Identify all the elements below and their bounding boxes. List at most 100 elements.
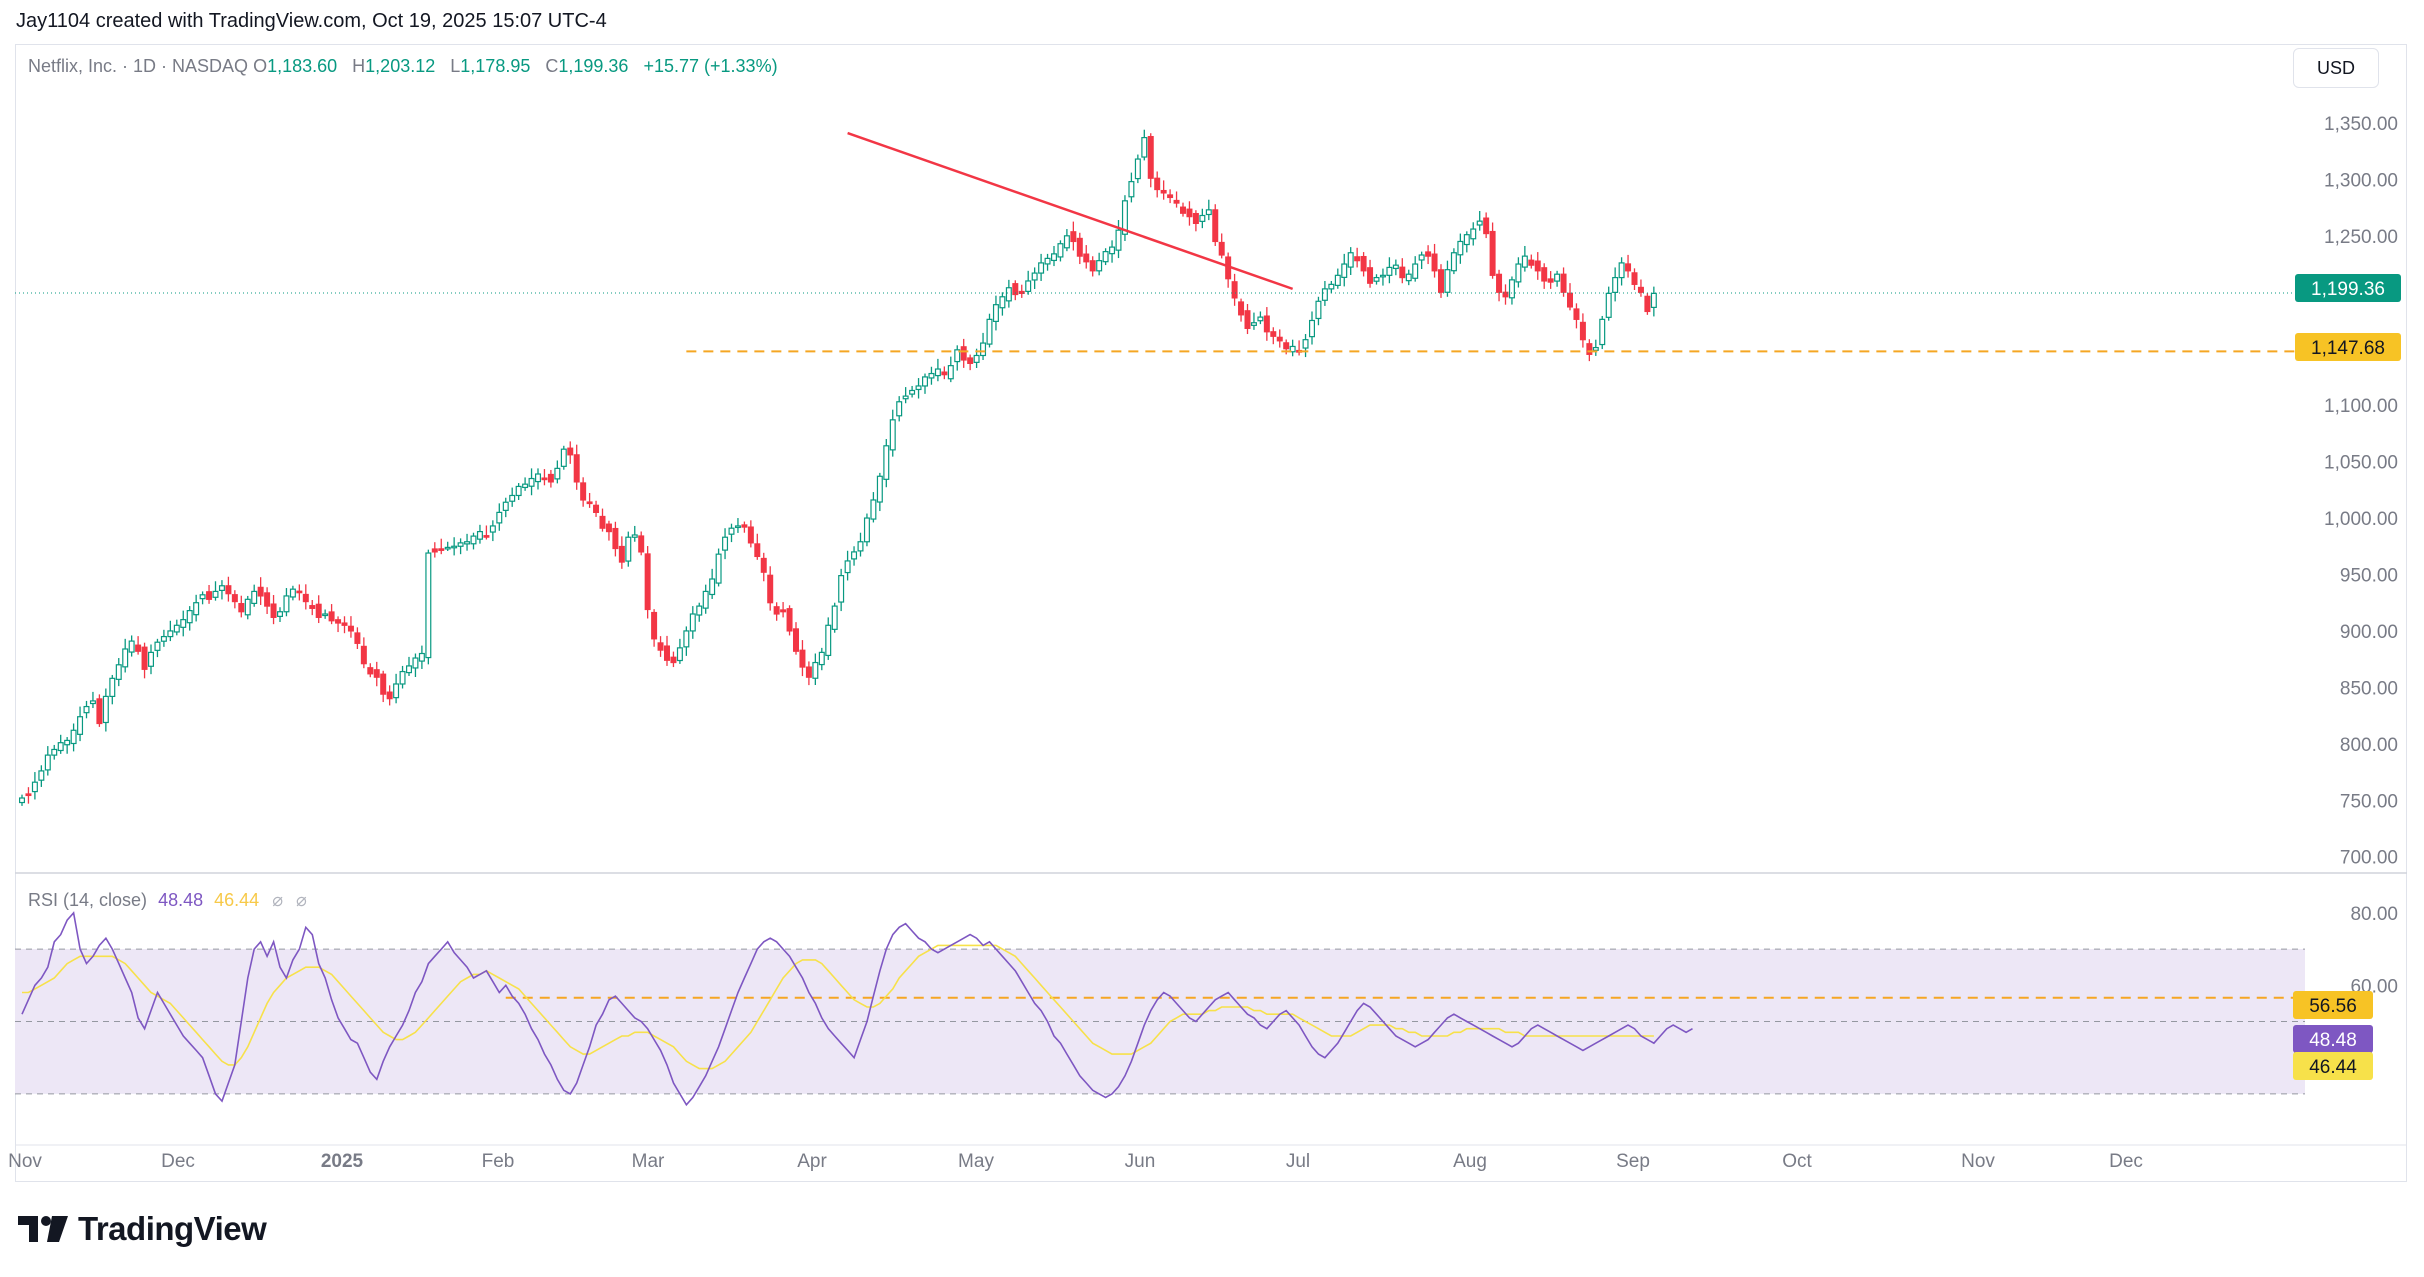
candle-body	[1263, 315, 1270, 333]
candle-body	[792, 628, 799, 652]
time-tick-label-9: Aug	[1453, 1151, 1487, 1172]
candle-body	[1154, 177, 1161, 191]
candle-body	[1528, 259, 1535, 266]
candle-body	[1063, 235, 1070, 249]
price-tick-label-4: 1,050.00	[2324, 453, 2398, 474]
rsi-line	[21, 911, 1693, 1107]
candle-body	[534, 473, 541, 483]
time-tick-label-11: Oct	[1782, 1151, 1812, 1172]
candle-body	[1192, 212, 1199, 225]
candle-body	[1399, 266, 1406, 279]
candle-body	[522, 483, 529, 489]
candle-body	[509, 494, 516, 502]
time-axis[interactable]: Nov Dec 2025 Feb Mar Apr May Jun Jul Aug Sep Oct Nov…	[8, 1151, 2143, 1172]
candle-body	[651, 611, 658, 640]
candle-body	[1450, 252, 1457, 272]
candle-body	[393, 683, 400, 699]
candle-body	[19, 797, 26, 804]
tradingview-logo[interactable]: TradingView	[18, 1210, 267, 1248]
candle-body	[734, 525, 741, 529]
rsi-legend: RSI (14, close) 48.48 46.44 ⌀ ⌀	[28, 890, 307, 911]
candle-body	[109, 677, 116, 698]
candle-body	[1405, 273, 1412, 282]
candle-body	[186, 610, 193, 624]
rsi-ma-badge-text: 46.44	[2309, 1057, 2357, 1078]
candle-body	[909, 389, 916, 395]
candle-body	[496, 511, 503, 524]
candle-body	[1418, 254, 1425, 261]
candle-body	[77, 716, 84, 735]
candle-body	[593, 504, 600, 513]
candle-body	[244, 598, 251, 616]
candle-body	[141, 646, 148, 670]
candle-body	[70, 729, 77, 745]
candle-body	[193, 602, 200, 616]
candle-body	[173, 624, 180, 633]
candle-body	[1089, 260, 1096, 272]
candle-body	[83, 705, 90, 714]
candle-body	[1031, 272, 1038, 281]
rsi-value-badge	[2293, 1025, 2373, 1053]
candle-body	[954, 349, 961, 363]
candle-body	[470, 535, 477, 545]
candle-body	[1341, 263, 1348, 278]
candle-body	[928, 372, 935, 379]
price-axis[interactable]: 1,350.00 1,300.00 1,250.00 1,100.00 1,050.00…	[2324, 114, 2398, 869]
candle-body	[1457, 240, 1464, 256]
candle-body	[1083, 253, 1090, 263]
candle-body	[1205, 209, 1212, 216]
candle-body	[444, 546, 451, 550]
candle-body	[554, 467, 561, 480]
candle-body	[1373, 276, 1380, 282]
candle-body	[799, 649, 806, 668]
candle-body	[1025, 280, 1032, 292]
candle-body	[1244, 310, 1251, 329]
candle-body	[231, 594, 238, 603]
candle-body	[1386, 266, 1393, 276]
candle-body	[670, 656, 677, 664]
chart-frame	[15, 44, 2407, 1182]
candle-body	[128, 640, 135, 653]
candle-body	[1625, 263, 1632, 272]
rsi-indicator-label[interactable]: RSI (14, close)	[28, 890, 148, 910]
candle-body	[999, 296, 1006, 309]
candle-body	[560, 448, 567, 467]
candle-body	[1167, 194, 1174, 199]
axis-badges: 1,199.36 1,147.68 56.56 48.48 46.44	[2293, 274, 2401, 1080]
candle-body	[199, 594, 206, 600]
candle-body	[709, 578, 716, 596]
candle-body	[1360, 255, 1367, 272]
candle-body	[154, 641, 161, 651]
candle-body	[1173, 199, 1180, 204]
currency-button[interactable]: USD	[2293, 48, 2379, 88]
candle-body	[515, 485, 522, 497]
candle-body	[373, 669, 380, 678]
candle-body	[773, 606, 780, 615]
candle-body	[1005, 287, 1012, 302]
candle-body	[812, 661, 819, 679]
candle-body	[567, 447, 574, 456]
candle-body	[51, 748, 58, 756]
time-tick-label-4: Mar	[632, 1151, 665, 1172]
candle-body	[973, 354, 980, 363]
time-tick-label-6: May	[958, 1151, 994, 1172]
candle-body	[625, 536, 632, 562]
candle-body	[44, 754, 51, 771]
candle-body	[360, 645, 367, 665]
candle-body	[1270, 331, 1277, 337]
candle-body	[1605, 292, 1612, 318]
candle-body	[270, 603, 277, 618]
candle-body	[631, 534, 638, 538]
candle-body	[1612, 276, 1619, 293]
candle-body	[915, 385, 922, 391]
symbol-label[interactable]: Netflix, Inc. · 1D · NASDAQ	[28, 56, 249, 76]
candle-body	[1579, 321, 1586, 341]
candle-body	[947, 365, 954, 380]
candle-body	[1631, 272, 1638, 285]
candle-body	[741, 524, 748, 528]
candle-body	[747, 526, 754, 544]
candle-body	[438, 548, 445, 551]
candle-body	[838, 575, 845, 603]
